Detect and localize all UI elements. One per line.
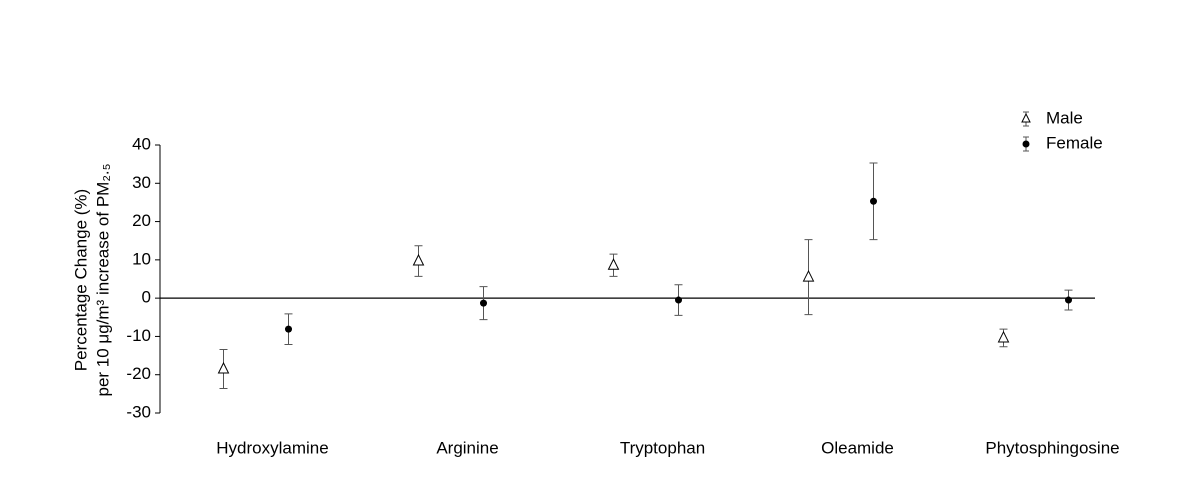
marker: [802, 269, 815, 282]
y-axis-label: per 10 μg/m³ increase of PM₂.₅: [93, 164, 112, 397]
marker: [997, 330, 1010, 343]
marker: [285, 325, 292, 333]
y-tick-label: 20: [132, 211, 151, 230]
marker: [217, 361, 230, 374]
y-tick-label: 10: [132, 249, 151, 268]
legend-label: Female: [1046, 133, 1103, 152]
marker: [1065, 296, 1072, 304]
x-tick-label: Arginine: [436, 438, 498, 457]
marker: [607, 258, 620, 270]
y-tick-label: 0: [142, 288, 151, 307]
y-axis-label: Percentage Change (%): [71, 189, 90, 371]
marker: [675, 296, 682, 304]
y-tick-label: 30: [132, 173, 151, 192]
y-tick-label: -20: [126, 364, 151, 383]
x-tick-label: Tryptophan: [620, 438, 705, 457]
legend-marker: [1022, 140, 1030, 148]
marker: [870, 197, 877, 205]
x-tick-label: Phytosphingosine: [985, 438, 1119, 457]
y-tick-label: -30: [126, 402, 151, 421]
x-tick-label: Oleamide: [821, 438, 894, 457]
y-tick-label: -10: [126, 326, 151, 345]
marker: [412, 253, 425, 266]
legend-label: Male: [1046, 108, 1083, 127]
marker: [480, 299, 487, 307]
y-tick-label: 40: [132, 134, 151, 153]
legend-marker: [1021, 112, 1031, 123]
x-tick-label: Hydroxylamine: [216, 438, 328, 457]
